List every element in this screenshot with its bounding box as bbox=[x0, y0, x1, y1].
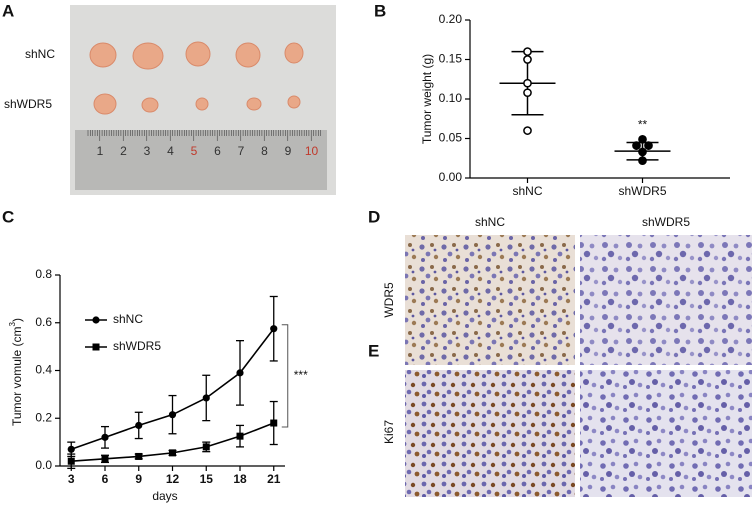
legend-marker bbox=[92, 316, 100, 324]
bracket bbox=[281, 324, 289, 428]
ruler-label: 9 bbox=[285, 144, 292, 158]
ruler-label: 4 bbox=[167, 144, 174, 158]
y-axis-label: Tumor vomule (cm3) bbox=[8, 318, 24, 426]
x-tick-label: 15 bbox=[200, 472, 214, 486]
y-tick-label: 0.2 bbox=[35, 410, 52, 424]
data-point bbox=[523, 126, 532, 135]
x-tick-label: shNC bbox=[512, 184, 542, 198]
row-label: shNC bbox=[25, 47, 55, 61]
y-tick-label: 0.05 bbox=[439, 131, 463, 145]
data-point bbox=[638, 156, 647, 165]
data-point bbox=[236, 369, 244, 377]
annotation: ** bbox=[638, 117, 648, 131]
y-tick-label: 0.0 bbox=[35, 458, 52, 472]
data-point bbox=[135, 452, 143, 460]
ruler-label: 2 bbox=[120, 144, 127, 158]
y-tick-label: 0.00 bbox=[439, 170, 463, 184]
data-point bbox=[632, 141, 641, 150]
x-axis-label: days bbox=[152, 489, 177, 503]
ruler-label: 5 bbox=[191, 144, 198, 158]
x-tick-label: 9 bbox=[135, 472, 142, 486]
row-label: shWDR5 bbox=[4, 97, 52, 111]
data-point bbox=[523, 47, 532, 56]
row-label: Ki67 bbox=[382, 420, 396, 444]
tumors bbox=[89, 41, 304, 115]
y-tick-label: 0.10 bbox=[439, 91, 463, 105]
y-tick-label: 0.8 bbox=[35, 267, 52, 281]
y-tick-label: 0.20 bbox=[439, 12, 463, 26]
data-point bbox=[169, 449, 176, 457]
ruler-label: 6 bbox=[214, 144, 221, 158]
data-point bbox=[523, 88, 532, 98]
annotation: *** bbox=[294, 368, 308, 382]
data-point bbox=[236, 432, 244, 440]
y-tick-label: 0.15 bbox=[439, 52, 463, 66]
ihc-image bbox=[405, 235, 575, 365]
panel-label: C bbox=[2, 207, 14, 226]
x-tick-label: shWDR5 bbox=[618, 184, 666, 198]
data-point bbox=[135, 421, 143, 430]
legend-marker bbox=[92, 343, 100, 351]
data-point bbox=[168, 411, 177, 419]
y-tick-label: 0.4 bbox=[35, 363, 52, 377]
ihc-image bbox=[580, 235, 752, 365]
y-tick-label: 0.6 bbox=[35, 315, 52, 329]
y-axis-label-part: Tumor vomule (cm bbox=[10, 326, 24, 426]
ruler-label: 7 bbox=[238, 144, 245, 158]
column-label: shNC bbox=[475, 215, 505, 229]
legend-label: shWDR5 bbox=[113, 339, 161, 353]
y-axis-label-part: 3 bbox=[8, 321, 17, 326]
row-label: WDR5 bbox=[382, 282, 396, 318]
x-tick-label: 18 bbox=[233, 472, 247, 486]
data-point bbox=[270, 325, 278, 333]
data-point bbox=[202, 394, 210, 402]
data-point bbox=[638, 134, 647, 144]
data-point bbox=[644, 141, 653, 150]
ruler-label: 3 bbox=[144, 144, 151, 158]
x-tick-label: 21 bbox=[267, 472, 281, 486]
y-axis-label-part: ) bbox=[10, 318, 24, 322]
data-point bbox=[638, 147, 647, 157]
data-point bbox=[270, 419, 278, 427]
data-point bbox=[101, 433, 109, 441]
panel-label: B bbox=[374, 1, 386, 20]
data-point bbox=[101, 455, 109, 463]
x-tick-label: 12 bbox=[166, 472, 180, 486]
panel-label: D bbox=[368, 207, 380, 226]
y-axis-label: Tumor weight (g) bbox=[420, 54, 434, 144]
panel-label: A bbox=[2, 1, 14, 20]
x-tick-label: 3 bbox=[68, 472, 75, 486]
data-point bbox=[202, 443, 210, 451]
ruler-label: 1 bbox=[97, 144, 104, 158]
ruler bbox=[75, 130, 327, 190]
ruler-label: 10 bbox=[305, 144, 319, 158]
ruler-label: 8 bbox=[261, 144, 268, 158]
legend-label: shNC bbox=[113, 312, 143, 326]
panel-label: E bbox=[368, 341, 379, 360]
data-point bbox=[67, 457, 75, 465]
ihc-image bbox=[405, 370, 575, 497]
data-point bbox=[523, 78, 532, 88]
data-point bbox=[67, 445, 75, 453]
ihc-image bbox=[580, 370, 752, 497]
column-label: shWDR5 bbox=[642, 215, 690, 229]
x-tick-label: 6 bbox=[102, 472, 109, 486]
data-point bbox=[523, 55, 532, 64]
